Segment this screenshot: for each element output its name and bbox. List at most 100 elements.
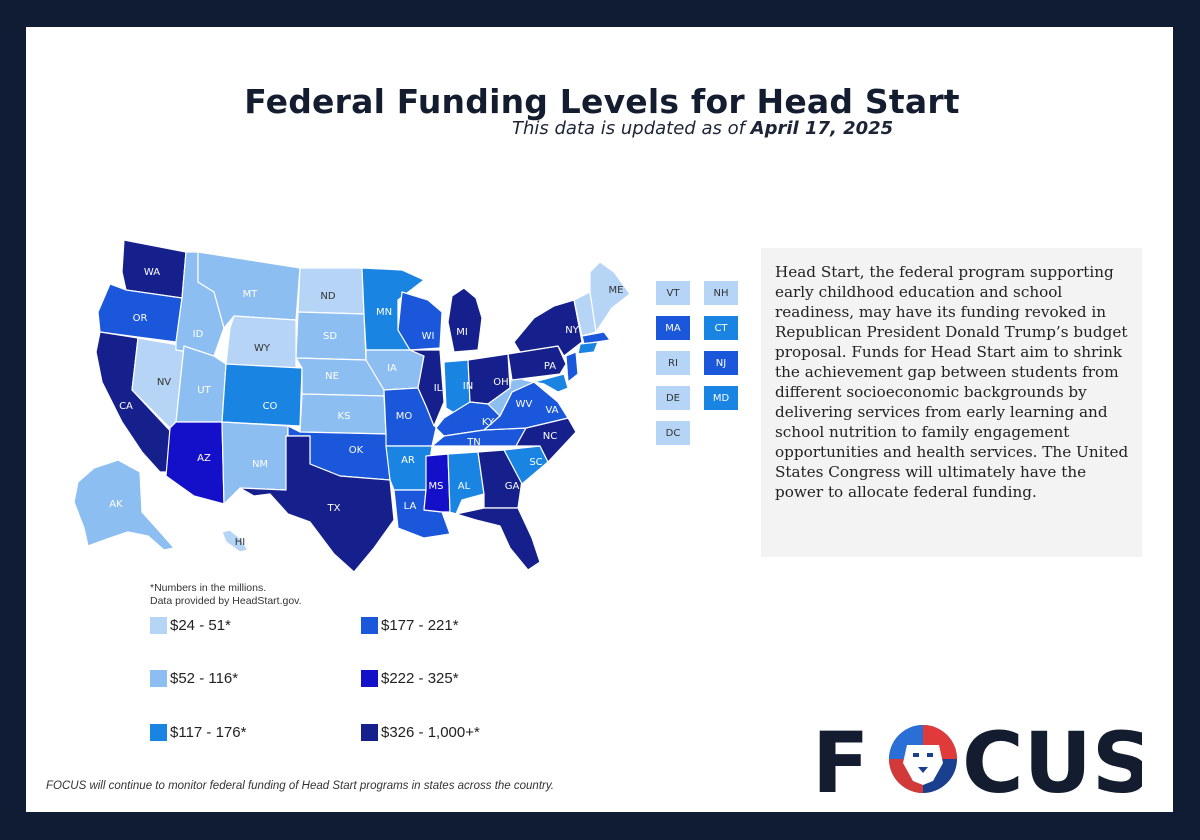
- focus-logo-svg: F CUS: [812, 714, 1152, 812]
- legend-swatch: [150, 670, 167, 687]
- state-box-ri: RI: [656, 351, 690, 375]
- subtitle-prefix: This data is updated as of: [512, 118, 745, 139]
- state-label-or: OR: [133, 313, 148, 324]
- us-funding-map: WA OR CA NV ID MT WY UT AZ CO NM ND SD NE KS OK TX MN IA MO…: [64, 232, 631, 584]
- state-label-la: LA: [404, 501, 417, 512]
- state-label-ak: AK: [109, 499, 123, 510]
- state-label-tn: TN: [466, 437, 481, 448]
- state-label-id: ID: [193, 329, 204, 340]
- data-note: *Numbers in the millions. Data provided …: [150, 582, 302, 608]
- state-label-mn: MN: [376, 307, 392, 318]
- state-label-tx: TX: [327, 503, 341, 514]
- info-panel: Head Start, the federal program supporti…: [761, 248, 1142, 557]
- state-label-mt: MT: [243, 289, 259, 300]
- state-label-fl: FL: [532, 529, 544, 540]
- legend-item: $326 - 1,000+*: [361, 724, 480, 741]
- state-label-az: AZ: [197, 453, 211, 464]
- state-ar: [385, 445, 433, 491]
- state-fl: [455, 507, 541, 571]
- state-label-al: AL: [458, 481, 471, 492]
- state-co: [221, 363, 303, 427]
- state-label-co: CO: [263, 401, 278, 412]
- subtitle-date: April 17, 2025: [750, 118, 894, 139]
- legend-item: $222 - 325*: [361, 670, 459, 687]
- state-md: [533, 373, 569, 393]
- state-label-pa: PA: [544, 361, 556, 372]
- state-label-me: ME: [609, 285, 624, 296]
- state-label-nc: NC: [543, 431, 557, 442]
- legend-swatch: [150, 617, 167, 634]
- state-wi: [397, 291, 443, 351]
- state-label-wa: WA: [144, 267, 160, 278]
- state-box-nj: NJ: [704, 351, 738, 375]
- state-label-nd: ND: [320, 291, 335, 302]
- state-label-ky: KY: [482, 417, 495, 428]
- lion-head-icon: [889, 725, 957, 793]
- state-label-wv: WV: [516, 399, 533, 410]
- state-pa: [507, 345, 567, 381]
- state-box-ct: CT: [704, 316, 738, 340]
- logo-letters-cus: CUS: [962, 718, 1142, 800]
- map-svg: WA OR CA NV ID MT WY UT AZ CO NM ND SD NE KS OK TX MN IA MO…: [73, 239, 631, 573]
- state-hi: [221, 529, 249, 553]
- note-millions: *Numbers in the millions.: [150, 582, 267, 594]
- state-label-ia: IA: [387, 363, 397, 374]
- state-ma: [581, 331, 611, 345]
- state-label-hi: HI: [235, 537, 245, 548]
- legend-label: $326 - 1,000+*: [381, 724, 480, 741]
- state-label-ks: KS: [338, 411, 351, 422]
- state-box-ma: MA: [656, 316, 690, 340]
- state-label-sd: SD: [323, 331, 337, 342]
- legend-label: $24 - 51*: [170, 617, 231, 634]
- legend-label: $177 - 221*: [381, 617, 459, 634]
- legend-label: $117 - 176*: [170, 724, 247, 741]
- state-label-ar: AR: [401, 455, 415, 466]
- state-label-ms: MS: [429, 481, 444, 492]
- state-ct: [577, 341, 599, 355]
- state-box-nh: NH: [704, 281, 738, 305]
- state-il: [409, 349, 445, 427]
- info-text: Head Start, the federal program supporti…: [775, 263, 1129, 501]
- logo-letter-f: F: [812, 718, 869, 800]
- state-label-in: IN: [463, 381, 473, 392]
- legend-item: $52 - 116*: [150, 670, 238, 687]
- focus-logo: F CUS: [812, 714, 1152, 812]
- state-label-oh: OH: [493, 377, 508, 388]
- state-nj: [565, 351, 579, 383]
- state-label-nm: NM: [252, 459, 268, 470]
- page-title: Federal Funding Levels for Head Start: [244, 82, 960, 121]
- legend-swatch: [150, 724, 167, 741]
- legend-swatch: [361, 670, 378, 687]
- state-label-ny: NY: [565, 325, 579, 336]
- state-label-ne: NE: [325, 371, 339, 382]
- legend-label: $52 - 116*: [170, 670, 239, 687]
- state-label-nv: NV: [157, 377, 171, 388]
- state-label-ok: OK: [349, 445, 364, 456]
- legend-item: $117 - 176*: [150, 724, 246, 741]
- legend-item: $24 - 51*: [150, 617, 231, 634]
- legend-swatch: [361, 724, 378, 741]
- state-label-ut: UT: [197, 385, 211, 396]
- state-label-ca: CA: [119, 401, 133, 412]
- state-label-mo: MO: [396, 411, 413, 422]
- legend-item: $177 - 221*: [361, 617, 459, 634]
- state-mi: [447, 287, 483, 353]
- note-source: Data provided by HeadStart.gov.: [150, 595, 302, 607]
- state-box-md: MD: [704, 386, 738, 410]
- state-label-sc: SC: [529, 457, 542, 468]
- state-label-wy: WY: [254, 343, 271, 354]
- state-label-il: IL: [434, 383, 443, 394]
- state-label-wi: WI: [422, 331, 435, 342]
- state-label-ga: GA: [505, 481, 520, 492]
- state-tx: [239, 435, 395, 573]
- small-states-boxes: VT NH MA CT RI NJ DE MD DC: [656, 281, 756, 451]
- page-subtitle: This data is updated as of April 17, 202…: [512, 118, 893, 139]
- state-ak: [73, 459, 175, 551]
- state-label-mi: MI: [456, 327, 468, 338]
- state-ut: [175, 345, 227, 423]
- state-box-de: DE: [656, 386, 690, 410]
- state-box-dc: DC: [656, 421, 690, 445]
- state-box-vt: VT: [656, 281, 690, 305]
- state-me: [589, 261, 631, 333]
- state-label-va: VA: [545, 405, 558, 416]
